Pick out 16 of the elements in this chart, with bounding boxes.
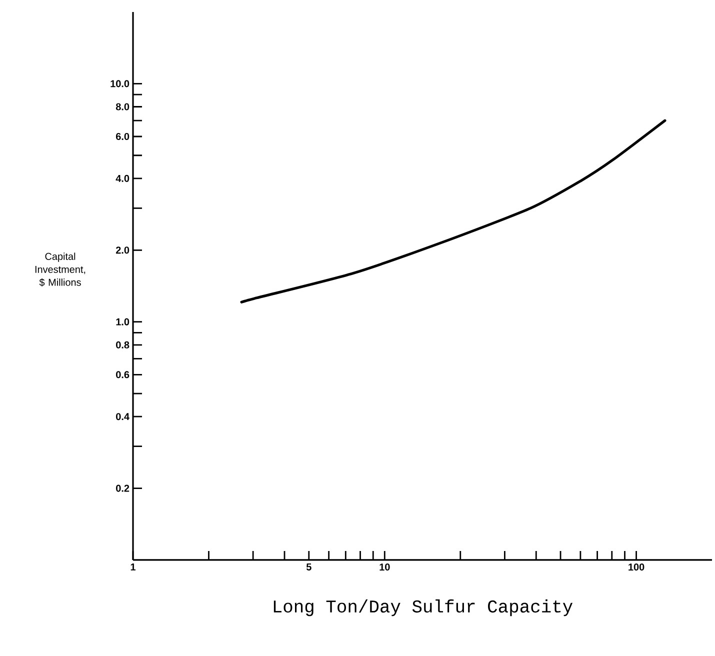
y-tick-label: 8.0 — [116, 103, 130, 110]
y-tick-label: 0.2 — [116, 484, 130, 492]
y-tick-label: 6.0 — [116, 132, 130, 140]
y-tick-label: 4.0 — [116, 174, 130, 182]
y-axis-title: Capital Investment, $ Millions — [35, 252, 86, 286]
y-tick-label: 10.0 — [110, 80, 130, 88]
x-axis-title: Long Ton/Day Sulfur Capacity — [274, 599, 573, 616]
x-tick-label: 10 — [380, 564, 390, 571]
x-tick-label: 1 — [130, 564, 136, 570]
y-tick-label: 2.0 — [116, 246, 130, 254]
y-tick-label: 0.8 — [116, 341, 130, 348]
y-tick-label: 0.4 — [116, 413, 130, 420]
x-tick-label: 100 — [628, 564, 644, 571]
y-tick-label: 1.0 — [116, 318, 130, 326]
x-tick-label: 5 — [306, 564, 312, 570]
y-tick-label: 0.6 — [116, 371, 130, 378]
